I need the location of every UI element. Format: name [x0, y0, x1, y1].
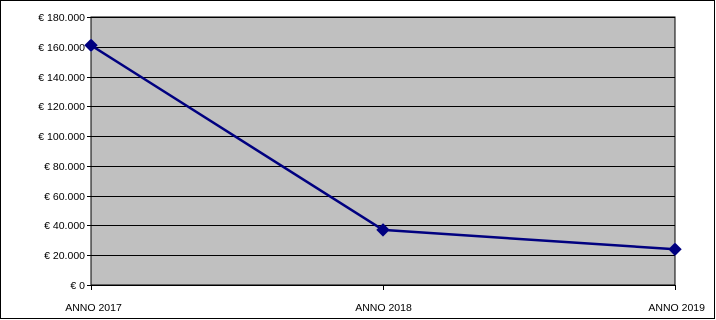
y-tick-label: € 20.000	[44, 250, 85, 262]
y-tick-label: € 120.000	[38, 101, 85, 113]
x-tick-label: ANNO 2017	[65, 302, 122, 314]
data-point-marker	[376, 223, 390, 237]
y-tick-label: € 180.000	[38, 12, 85, 24]
data-point-marker	[668, 242, 682, 256]
plot-area	[90, 16, 676, 286]
y-tick-label: € 140.000	[38, 72, 85, 84]
y-tick-label: € 100.000	[38, 131, 85, 143]
x-axis-tick-labels: ANNO 2017 ANNO 2018 ANNO 2019	[65, 302, 705, 314]
y-tick-label: € 160.000	[38, 42, 85, 54]
y-tick-label: € 0	[70, 280, 85, 292]
y-axis-tick-labels: € 0 € 20.000 € 40.000 € 60.000 € 80.000 € 100…	[38, 12, 85, 292]
x-tick-label: ANNO 2018	[355, 302, 412, 314]
x-tick-label: ANNO 2019	[648, 302, 705, 314]
y-tick-label: € 80.000	[44, 161, 85, 173]
y-tick-label: € 40.000	[44, 220, 85, 232]
data-markers	[84, 38, 682, 256]
y-tick-label: € 60.000	[44, 191, 85, 203]
x-axis-ticks	[91, 285, 676, 290]
data-point-marker	[84, 38, 98, 52]
